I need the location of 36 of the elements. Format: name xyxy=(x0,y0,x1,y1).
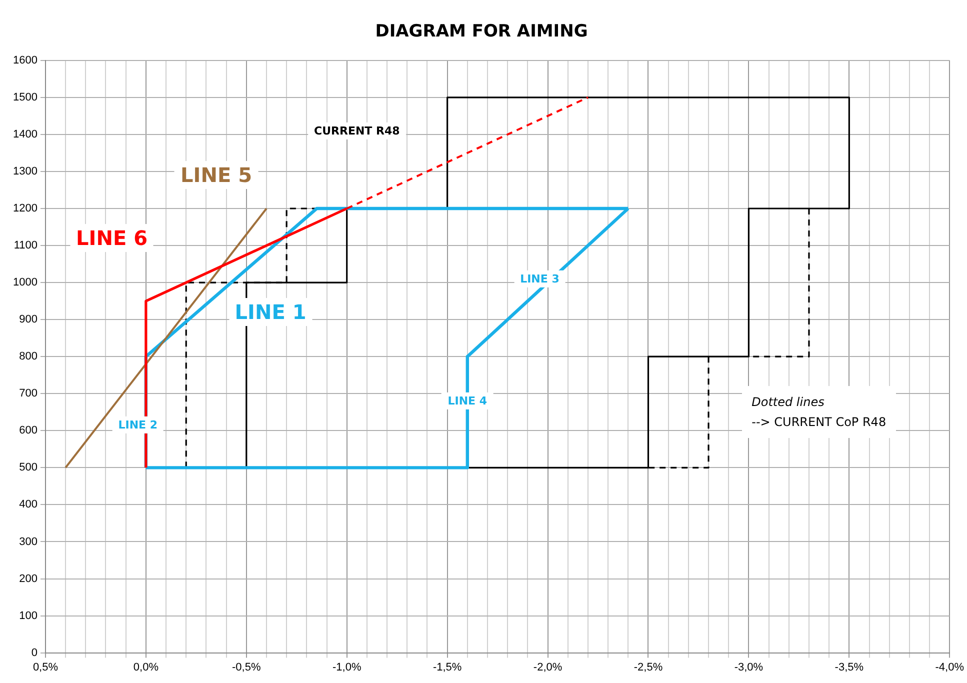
x-tick-label: 0,0% xyxy=(133,661,159,674)
y-tick-label: 300 xyxy=(19,536,38,548)
annotation: LINE 5 xyxy=(174,161,258,190)
y-tick-label: 400 xyxy=(19,498,38,511)
annotation: CURRENT R48 xyxy=(308,122,406,140)
x-tick-label: 0,5% xyxy=(32,661,58,674)
y-tick-label: 900 xyxy=(19,314,38,326)
annotation: LINE 3 xyxy=(514,270,566,288)
y-tick-label: 500 xyxy=(19,462,38,474)
x-tick-label: -4,0% xyxy=(935,661,964,674)
y-tick-label: 600 xyxy=(19,424,38,437)
x-tick-label: -3,0% xyxy=(734,661,764,674)
y-tick-label: 100 xyxy=(19,610,38,622)
y-tick-label: 0 xyxy=(31,646,38,659)
x-tick-label: -2,5% xyxy=(634,661,663,674)
y-tick-label: 800 xyxy=(19,350,38,363)
annotation: Dotted lines --> CURRENT CoP R48 xyxy=(752,394,886,431)
y-tick-label: 1400 xyxy=(12,128,38,140)
annotation: LINE 1 xyxy=(228,298,312,326)
annotation: LINE 6 xyxy=(70,224,154,252)
x-tick-label: -1,0% xyxy=(332,661,362,674)
x-tick-label: -0,5% xyxy=(232,661,261,674)
y-tick-label: 1600 xyxy=(12,54,38,66)
x-tick-label: -1,5% xyxy=(432,661,462,674)
x-tick-label: -3,5% xyxy=(834,661,864,674)
y-tick-label: 200 xyxy=(19,572,38,585)
y-tick-label: 1100 xyxy=(14,240,38,252)
y-tick-label: 1200 xyxy=(12,202,38,215)
y-tick-label: 1000 xyxy=(12,276,38,289)
x-tick-label: -2,0% xyxy=(533,661,562,674)
chart-title: DIAGRAM FOR AIMING xyxy=(375,22,588,42)
y-tick-label: 700 xyxy=(19,388,38,400)
y-tick-label: 1500 xyxy=(12,91,38,104)
annotation: LINE 2 xyxy=(112,416,164,434)
annotation: LINE 4 xyxy=(442,392,494,410)
y-tick-label: 1300 xyxy=(12,166,38,178)
